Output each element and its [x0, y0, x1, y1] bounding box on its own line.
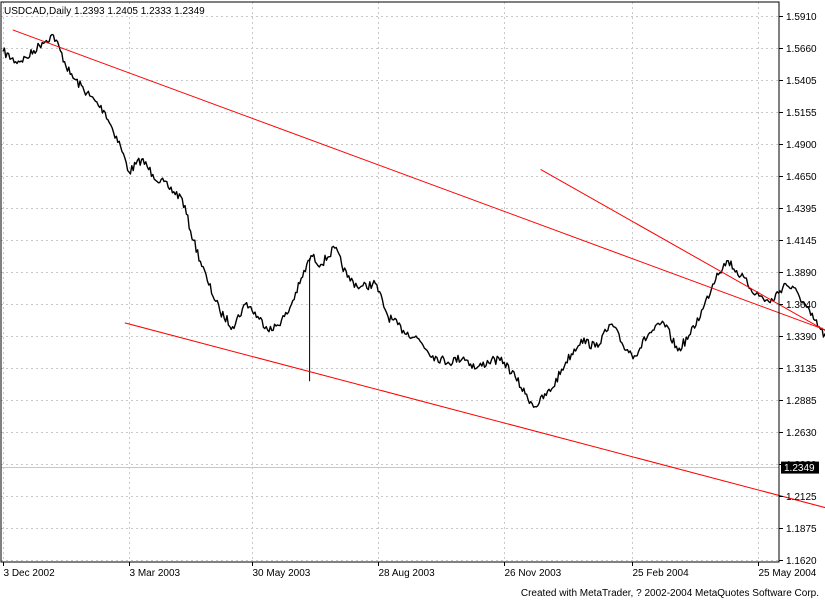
x-tick-label: 3 Dec 2002 [4, 568, 56, 579]
current-price-marker: 1.2349 [781, 461, 819, 474]
grid-lines [1, 2, 779, 562]
x-tick-label: 25 May 2004 [759, 568, 817, 579]
y-tick-label: 1.1620 [786, 556, 817, 567]
y-tick-label: 1.5405 [786, 76, 817, 87]
x-tick-label: 26 Nov 2003 [505, 568, 562, 579]
y-tick-label: 1.3135 [786, 364, 817, 375]
x-tick-label: 25 Feb 2004 [633, 568, 690, 579]
x-tick-label: 28 Aug 2003 [379, 568, 436, 579]
plot-frame [0, 1, 780, 563]
x-axis: 3 Dec 2002 3 Mar 2003 30 May 2003 28 Aug 20… [3, 562, 817, 579]
y-tick-label: 1.5155 [786, 108, 817, 119]
price-line [2, 33, 825, 408]
y-tick-label: 1.2125 [786, 492, 817, 503]
chart-title: USDCAD,Daily 1.2393 1.2405 1.2333 1.2349 [4, 6, 205, 17]
y-tick-label: 1.1875 [786, 524, 817, 535]
trendline [124, 322, 825, 509]
trendline [12, 29, 825, 331]
trendline [540, 169, 825, 332]
current-price-label: 1.2349 [784, 463, 815, 474]
y-tick-label: 1.3390 [786, 332, 817, 343]
y-tick-label: 1.4395 [786, 204, 817, 215]
y-tick-label: 1.4900 [786, 140, 817, 151]
y-tick-label: 1.3890 [786, 268, 817, 279]
footer-credit: Created with MetaTrader, ? 2002-2004 Met… [521, 588, 819, 599]
y-tick-label: 1.3640 [786, 300, 817, 311]
y-tick-label: 1.4145 [786, 236, 817, 247]
y-tick-label: 1.5660 [786, 44, 817, 55]
trendlines [12, 29, 825, 509]
y-tick-label: 1.4650 [786, 172, 817, 183]
y-tick-label: 1.5910 [786, 12, 817, 23]
y-tick-label: 1.2885 [786, 396, 817, 407]
y-tick-label: 1.2630 [786, 428, 817, 439]
price-series [2, 33, 825, 408]
x-tick-label: 30 May 2003 [253, 568, 311, 579]
x-tick-label: 3 Mar 2003 [130, 568, 181, 579]
current-price-box [781, 461, 819, 474]
